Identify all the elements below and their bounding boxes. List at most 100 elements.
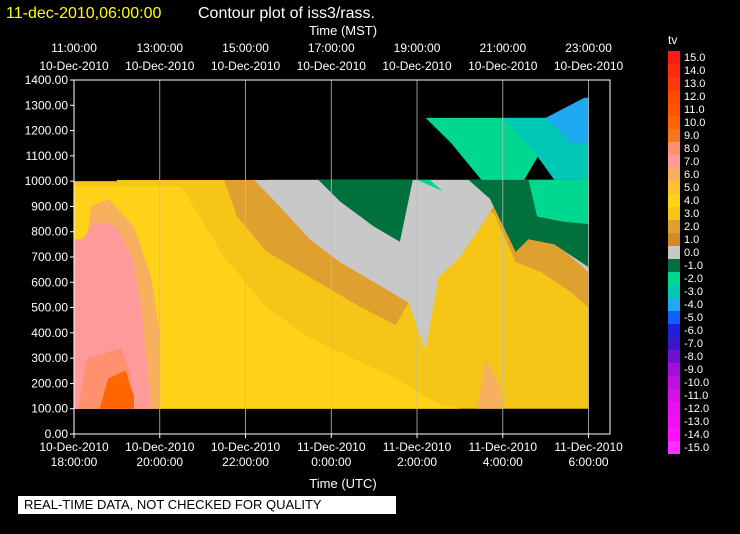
colorbar-swatch-18 xyxy=(668,285,680,298)
contour-band-2 xyxy=(224,179,409,326)
y-tick-label-13: 1300.00 xyxy=(25,98,69,112)
contour-field-1 xyxy=(318,179,413,242)
axes: 0.00 100.00 200.00 300.00 400.00 500.00 600.00… xyxy=(25,41,624,469)
colorbar-level-22: -7.0 xyxy=(684,338,703,350)
colorbar-level-25: -10.0 xyxy=(684,377,709,389)
no-data-region-1 xyxy=(116,80,267,180)
colorbar-swatch-9 xyxy=(668,168,680,181)
colorbar-level-21: -6.0 xyxy=(684,325,703,337)
colorbar-level-5: 10.0 xyxy=(684,117,705,129)
colorbar-level-14: 1.0 xyxy=(684,234,699,246)
top-axis-title: Time (MST) xyxy=(309,23,377,38)
colorbar-level-28: -13.0 xyxy=(684,416,709,428)
colorbar-swatch-7 xyxy=(668,142,680,155)
y-tick-label-12: 1200.00 xyxy=(25,124,69,138)
colorbar-swatch-26 xyxy=(668,389,680,402)
colorbar-swatch-12 xyxy=(668,207,680,220)
colorbar-level-6: 9.0 xyxy=(684,130,699,142)
top-tick-date-6: 10-Dec-2010 xyxy=(554,59,624,73)
x-tick-time-4: 2:00:00 xyxy=(397,455,437,469)
colorbar-level-2: 13.0 xyxy=(684,78,705,90)
x-tick-date-3: 11-Dec-2010 xyxy=(297,440,366,454)
colorbar: tv 15.014.013.012.011.010.09.08.07.06.05… xyxy=(668,33,709,454)
top-tick-date-3: 10-Dec-2010 xyxy=(297,59,367,73)
y-tick-label-10: 1000.00 xyxy=(25,174,69,188)
top-tick-date-4: 10-Dec-2010 xyxy=(382,59,452,73)
y-tick-label-3: 300.00 xyxy=(31,351,68,365)
quality-warning-banner: REAL-TIME DATA, NOT CHECKED FOR QUALITY xyxy=(18,496,396,514)
colorbar-label: tv xyxy=(668,33,677,47)
x-tick-date-1: 10-Dec-2010 xyxy=(125,440,195,454)
x-tick-time-3: 0:00:00 xyxy=(311,455,351,469)
top-tick-time-2: 15:00:00 xyxy=(222,41,269,55)
colorbar-swatch-0 xyxy=(668,51,680,64)
colorbar-swatch-19 xyxy=(668,298,680,311)
y-tick-label-2: 200.00 xyxy=(31,376,68,390)
top-tick-time-3: 17:00:00 xyxy=(308,41,355,55)
colorbar-level-29: -14.0 xyxy=(684,429,709,441)
x-tick-time-1: 20:00:00 xyxy=(136,455,183,469)
top-tick-time-4: 19:00:00 xyxy=(394,41,441,55)
colorbar-level-8: 7.0 xyxy=(684,156,699,168)
colorbar-swatch-21 xyxy=(668,324,680,337)
colorbar-swatch-5 xyxy=(668,116,680,129)
x-tick-time-6: 6:00:00 xyxy=(569,455,609,469)
colorbar-swatch-14 xyxy=(668,233,680,246)
colorbar-swatch-28 xyxy=(668,415,680,428)
colorbar-level-3: 12.0 xyxy=(684,91,705,103)
colorbar-level-1: 14.0 xyxy=(684,65,705,77)
colorbar-swatch-1 xyxy=(668,64,680,77)
colorbar-level-23: -8.0 xyxy=(684,351,703,363)
x-tick-date-4: 11-Dec-2010 xyxy=(383,440,452,454)
contour-field-layer xyxy=(74,80,589,409)
x-tick-time-5: 4:00:00 xyxy=(483,455,523,469)
contour-band-1 xyxy=(74,186,460,409)
y-tick-label-1: 100.00 xyxy=(31,402,68,416)
colorbar-level-11: 4.0 xyxy=(684,195,699,207)
no-data-region-0 xyxy=(74,80,117,182)
colorbar-swatch-27 xyxy=(668,402,680,415)
y-tick-label-9: 900.00 xyxy=(31,199,68,213)
x-tick-date-5: 11-Dec-2010 xyxy=(469,440,538,454)
contour-field-3 xyxy=(417,179,443,192)
top-tick-time-0: 11:00:00 xyxy=(51,41,97,55)
colorbar-swatch-4 xyxy=(668,103,680,116)
top-tick-time-5: 21:00:00 xyxy=(479,41,526,55)
top-tick-date-2: 10-Dec-2010 xyxy=(211,59,281,73)
colorbar-level-16: -1.0 xyxy=(684,260,703,272)
colorbar-level-12: 3.0 xyxy=(684,208,699,220)
y-tick-label-5: 500.00 xyxy=(31,301,68,315)
contour-band-7 xyxy=(99,370,134,409)
colorbar-level-19: -4.0 xyxy=(684,299,703,311)
colorbar-swatch-2 xyxy=(668,77,680,90)
x-tick-time-0: 18:00:00 xyxy=(51,455,98,469)
y-tick-label-4: 400.00 xyxy=(31,326,68,340)
colorbar-swatch-30 xyxy=(668,441,680,454)
colorbar-swatch-11 xyxy=(668,194,680,207)
contour-band-8 xyxy=(477,358,503,409)
x-tick-date-6: 11-Dec-2010 xyxy=(554,440,623,454)
colorbar-swatch-3 xyxy=(668,90,680,103)
colorbar-level-10: 5.0 xyxy=(684,182,699,194)
colorbar-swatch-13 xyxy=(668,220,680,233)
x-tick-time-2: 22:00:00 xyxy=(222,455,269,469)
top-tick-date-5: 10-Dec-2010 xyxy=(468,59,538,73)
top-tick-time-1: 13:00:00 xyxy=(136,41,183,55)
colorbar-swatch-6 xyxy=(668,129,680,142)
colorbar-level-18: -3.0 xyxy=(684,286,703,298)
contour-field-0 xyxy=(254,179,589,351)
colorbar-level-13: 2.0 xyxy=(684,221,699,233)
y-tick-label-14: 1400.00 xyxy=(25,73,69,87)
top-tick-time-6: 23:00:00 xyxy=(565,41,612,55)
colorbar-swatch-16 xyxy=(668,259,680,272)
top-tick-date-1: 10-Dec-2010 xyxy=(125,59,195,73)
chart-title: Contour plot of iss3/rass. xyxy=(198,5,375,22)
colorbar-level-26: -11.0 xyxy=(684,390,708,402)
colorbar-swatch-10 xyxy=(668,181,680,194)
colorbar-swatch-25 xyxy=(668,376,680,389)
colorbar-swatch-17 xyxy=(668,272,680,285)
contour-field-4 xyxy=(528,179,589,225)
upper-field-2 xyxy=(545,97,589,144)
colorbar-level-9: 6.0 xyxy=(684,169,699,181)
